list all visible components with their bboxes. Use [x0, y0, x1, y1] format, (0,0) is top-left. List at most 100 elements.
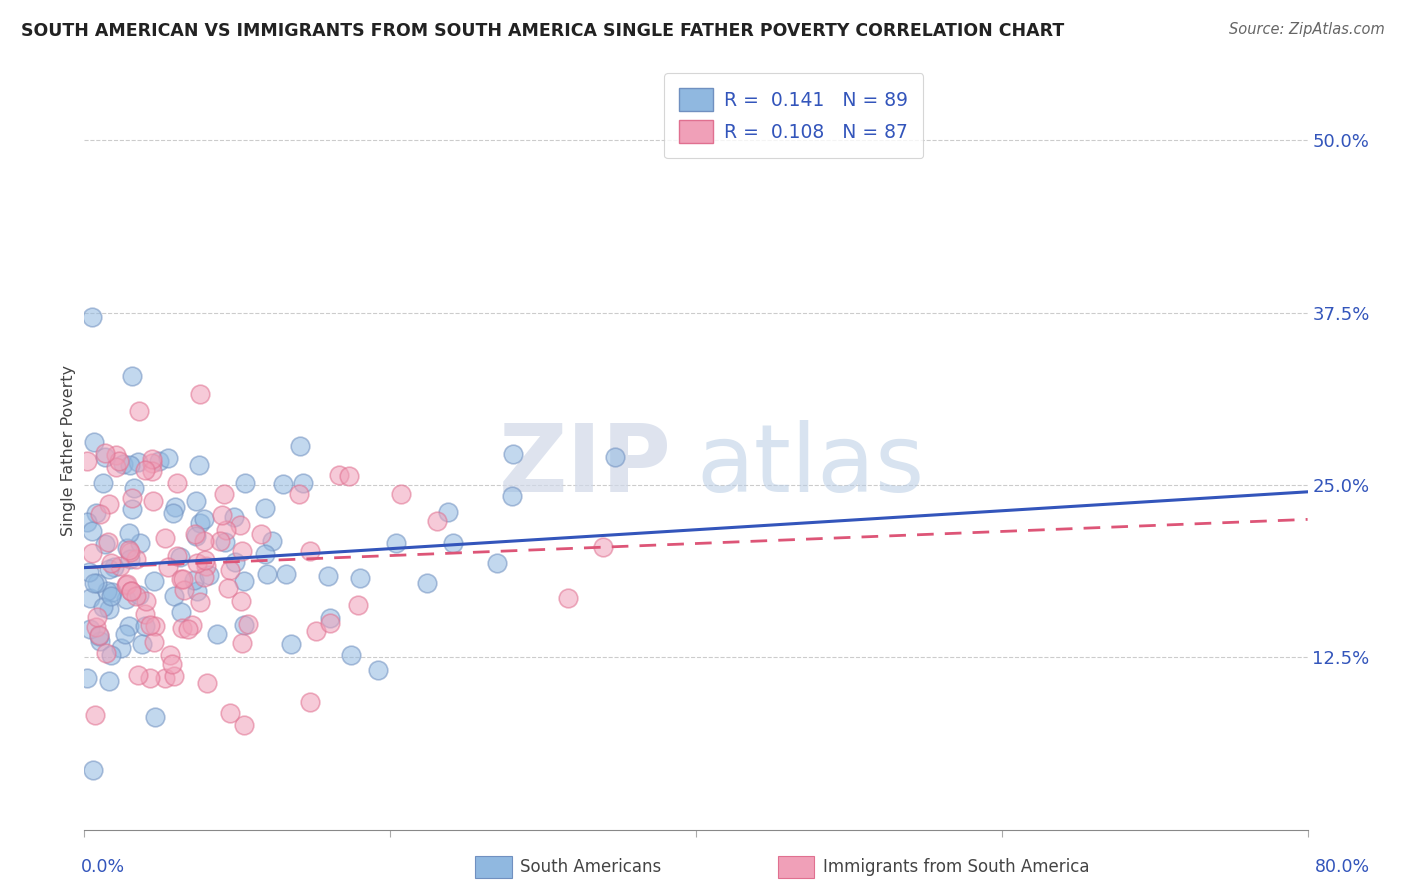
Point: [89, 633, 111, 648]
Point: [83, 575, 105, 590]
Point: [142, 494, 165, 508]
Point: [197, 676, 219, 690]
Text: atlas: atlas: [696, 419, 924, 512]
Point: [426, 515, 449, 529]
Point: [142, 635, 165, 649]
Point: [187, 458, 209, 473]
Point: [115, 541, 138, 555]
Point: [128, 403, 150, 417]
Point: [100, 556, 122, 570]
Point: [172, 621, 194, 635]
Point: [121, 491, 143, 505]
Point: [224, 555, 246, 569]
Point: [129, 535, 152, 549]
Point: [118, 542, 141, 557]
Point: [97, 602, 120, 616]
Point: [367, 663, 389, 677]
Legend: R =  0.141   N = 89, R =  0.108   N = 87: R = 0.141 N = 89, R = 0.108 N = 87: [664, 73, 924, 158]
Point: [276, 567, 298, 582]
Point: [437, 505, 460, 519]
Point: [184, 494, 207, 508]
Point: [122, 482, 145, 496]
Point: [82, 524, 104, 538]
Point: [224, 510, 246, 524]
Point: [86, 610, 108, 624]
Point: [100, 648, 122, 662]
Point: [120, 584, 142, 599]
Point: [193, 534, 215, 549]
Point: [80, 310, 103, 325]
Point: [298, 544, 321, 558]
Point: [287, 486, 309, 500]
Point: [603, 450, 626, 464]
Point: [159, 648, 181, 662]
Point: [84, 708, 107, 723]
Point: [557, 591, 579, 606]
Point: [262, 533, 284, 548]
Point: [183, 574, 205, 588]
Point: [170, 572, 193, 586]
Point: [316, 568, 339, 582]
Point: [96, 584, 118, 599]
Point: [233, 718, 256, 732]
Point: [148, 454, 170, 468]
Point: [89, 507, 111, 521]
Point: [250, 526, 273, 541]
Text: South Americans: South Americans: [520, 858, 661, 876]
Text: SOUTH AMERICAN VS IMMIGRANTS FROM SOUTH AMERICA SINGLE FATHER POVERTY CORRELATIO: SOUTH AMERICAN VS IMMIGRANTS FROM SOUTH …: [21, 22, 1064, 40]
Point: [416, 576, 439, 591]
Point: [89, 629, 111, 643]
Point: [103, 560, 125, 574]
Point: [125, 589, 148, 603]
Point: [127, 667, 149, 681]
Point: [91, 599, 114, 614]
Point: [98, 674, 121, 689]
Point: [195, 559, 218, 574]
Point: [94, 450, 117, 464]
Point: [134, 462, 156, 476]
Point: [231, 635, 253, 649]
Point: [319, 615, 342, 630]
Point: [86, 575, 108, 590]
Point: [104, 448, 127, 462]
Point: [89, 628, 111, 642]
Point: [271, 476, 294, 491]
Text: Immigrants from South America: Immigrants from South America: [823, 858, 1090, 876]
Point: [76, 516, 98, 530]
Point: [485, 556, 508, 570]
Point: [135, 594, 157, 608]
Point: [127, 455, 149, 469]
Point: [299, 695, 322, 709]
Point: [118, 552, 141, 566]
Point: [98, 562, 121, 576]
Point: [280, 637, 302, 651]
Point: [141, 456, 163, 470]
Point: [193, 511, 215, 525]
Point: [118, 458, 141, 472]
Point: [254, 547, 277, 561]
Point: [141, 451, 163, 466]
Point: [160, 657, 183, 671]
Point: [112, 457, 135, 471]
Point: [217, 581, 239, 595]
Point: [169, 549, 191, 564]
Point: [94, 646, 117, 660]
Point: [291, 476, 314, 491]
Point: [253, 501, 276, 516]
Point: [107, 453, 129, 467]
Point: [156, 451, 179, 466]
Point: [328, 467, 350, 482]
Point: [186, 583, 208, 598]
Point: [115, 576, 138, 591]
Point: [114, 578, 136, 592]
Text: ZIP: ZIP: [499, 419, 672, 512]
Point: [91, 475, 114, 490]
Point: [197, 568, 219, 582]
Point: [76, 454, 98, 468]
Point: [163, 589, 186, 603]
Point: [115, 592, 138, 607]
Point: [162, 506, 184, 520]
Point: [166, 549, 188, 564]
Point: [156, 559, 179, 574]
Point: [105, 459, 128, 474]
